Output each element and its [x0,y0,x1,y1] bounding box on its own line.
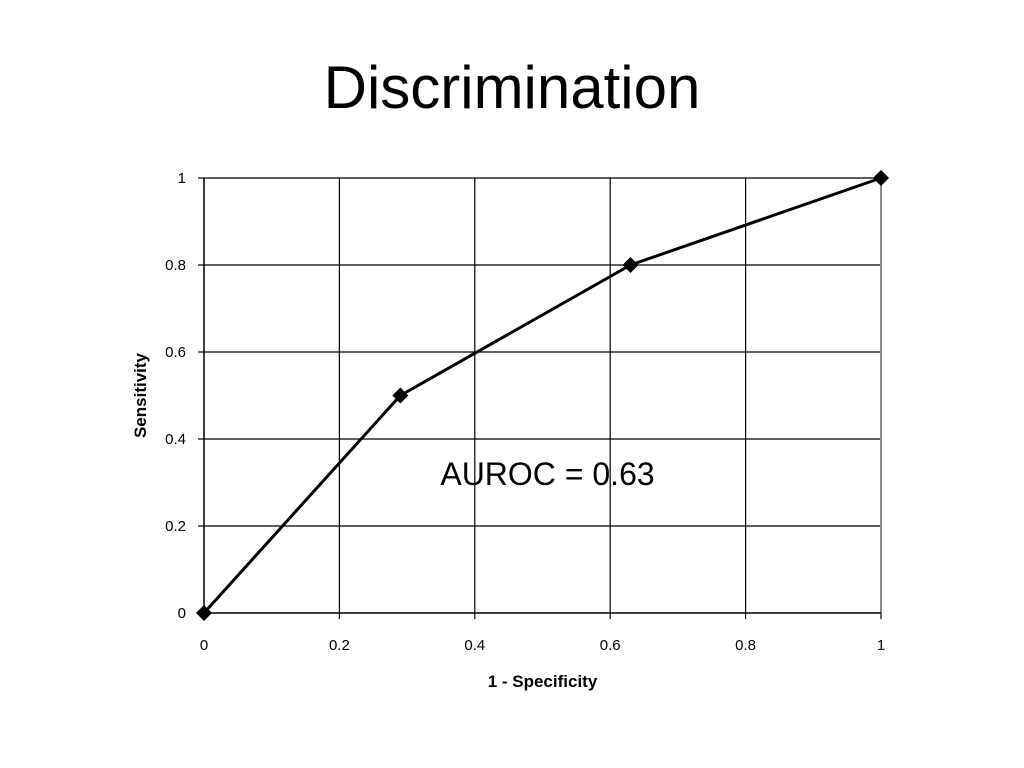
y-tick-label: 0.6 [165,344,186,361]
data-point-marker [622,257,639,273]
x-tick-label: 0.6 [600,637,621,654]
data-point-marker [392,387,409,404]
y-axis-title: Sensitivity [131,352,150,438]
auroc-annotation: AUROC = 0.63 [440,456,654,492]
x-tick-label: 0.4 [464,637,485,654]
x-tick-label: 0.8 [735,637,756,654]
x-tick-label: 0.2 [329,637,350,654]
x-axis-title: 1 - Specificity [488,672,598,691]
y-tick-label: 1 [178,170,186,187]
y-tick-label: 0 [178,605,186,622]
data-point-marker [196,605,212,621]
y-tick-label: 0.2 [165,518,186,535]
y-axis-ticks: 0 0.2 0.4 0.6 0.8 1 [165,170,204,622]
series-line [202,176,882,615]
x-tick-label: 0 [200,637,208,654]
data-point-marker [873,170,889,186]
x-axis-ticks: 0 0.2 0.4 0.6 0.8 1 [200,613,885,654]
series [196,170,889,621]
y-tick-label: 0.4 [165,431,186,448]
gridlines [204,177,882,613]
x-tick-label: 1 [877,637,885,654]
y-tick-label: 0.8 [165,257,186,274]
slide-title: Discrimination [323,54,701,121]
